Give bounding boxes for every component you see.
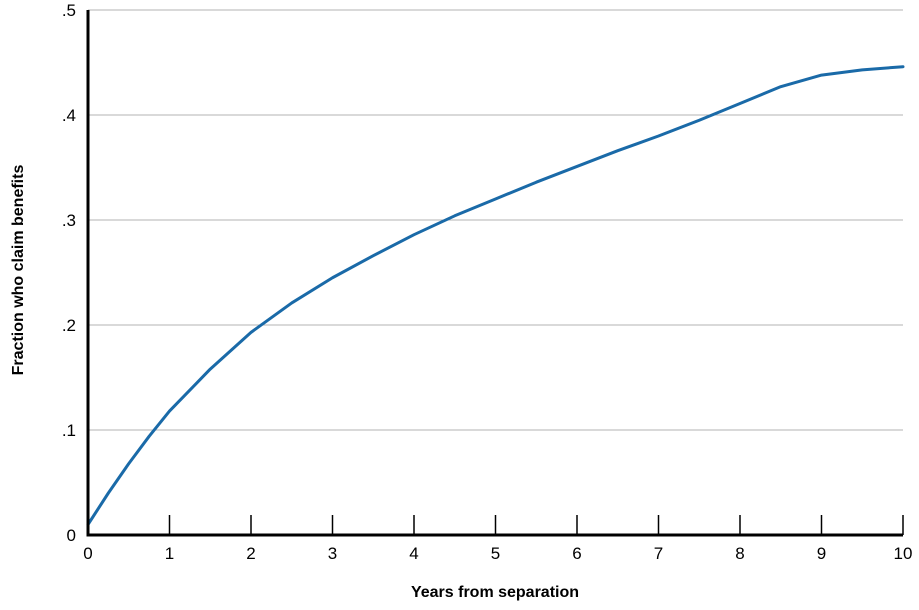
y-tick-label-2: .2 (62, 316, 76, 335)
x-tick-label-5: 5 (491, 544, 500, 563)
x-tick-label-6: 6 (572, 544, 581, 563)
x-tick-label-3: 3 (328, 544, 337, 563)
x-tick-label-9: 9 (817, 544, 826, 563)
tick-labels: 0 1 2 3 4 5 6 7 8 9 10 0 .1 .2 .3 .4 .5 (62, 1, 913, 563)
series-layer (86, 65, 905, 526)
series-line-0 (86, 65, 905, 526)
axes (86, 10, 904, 537)
y-tick-label-1: .1 (62, 421, 76, 440)
x-tick-label-1: 1 (165, 544, 174, 563)
x-tick-label-2: 2 (246, 544, 255, 563)
x-axis-title: Years from separation (411, 584, 579, 601)
x-tick-label-10: 10 (894, 544, 913, 563)
y-tick-label-4: .4 (62, 106, 76, 125)
x-tick-label-7: 7 (654, 544, 663, 563)
x-tick-label-0: 0 (83, 544, 92, 563)
y-tick-label-5: .5 (62, 1, 76, 20)
x-tick-label-4: 4 (409, 544, 418, 563)
y-tick-label-3: .3 (62, 211, 76, 230)
y-tick-label-0: 0 (67, 526, 76, 545)
x-tick-label-8: 8 (735, 544, 744, 563)
gridlines (88, 9, 903, 431)
y-axis-title: Fraction who claim benefits (10, 165, 27, 376)
